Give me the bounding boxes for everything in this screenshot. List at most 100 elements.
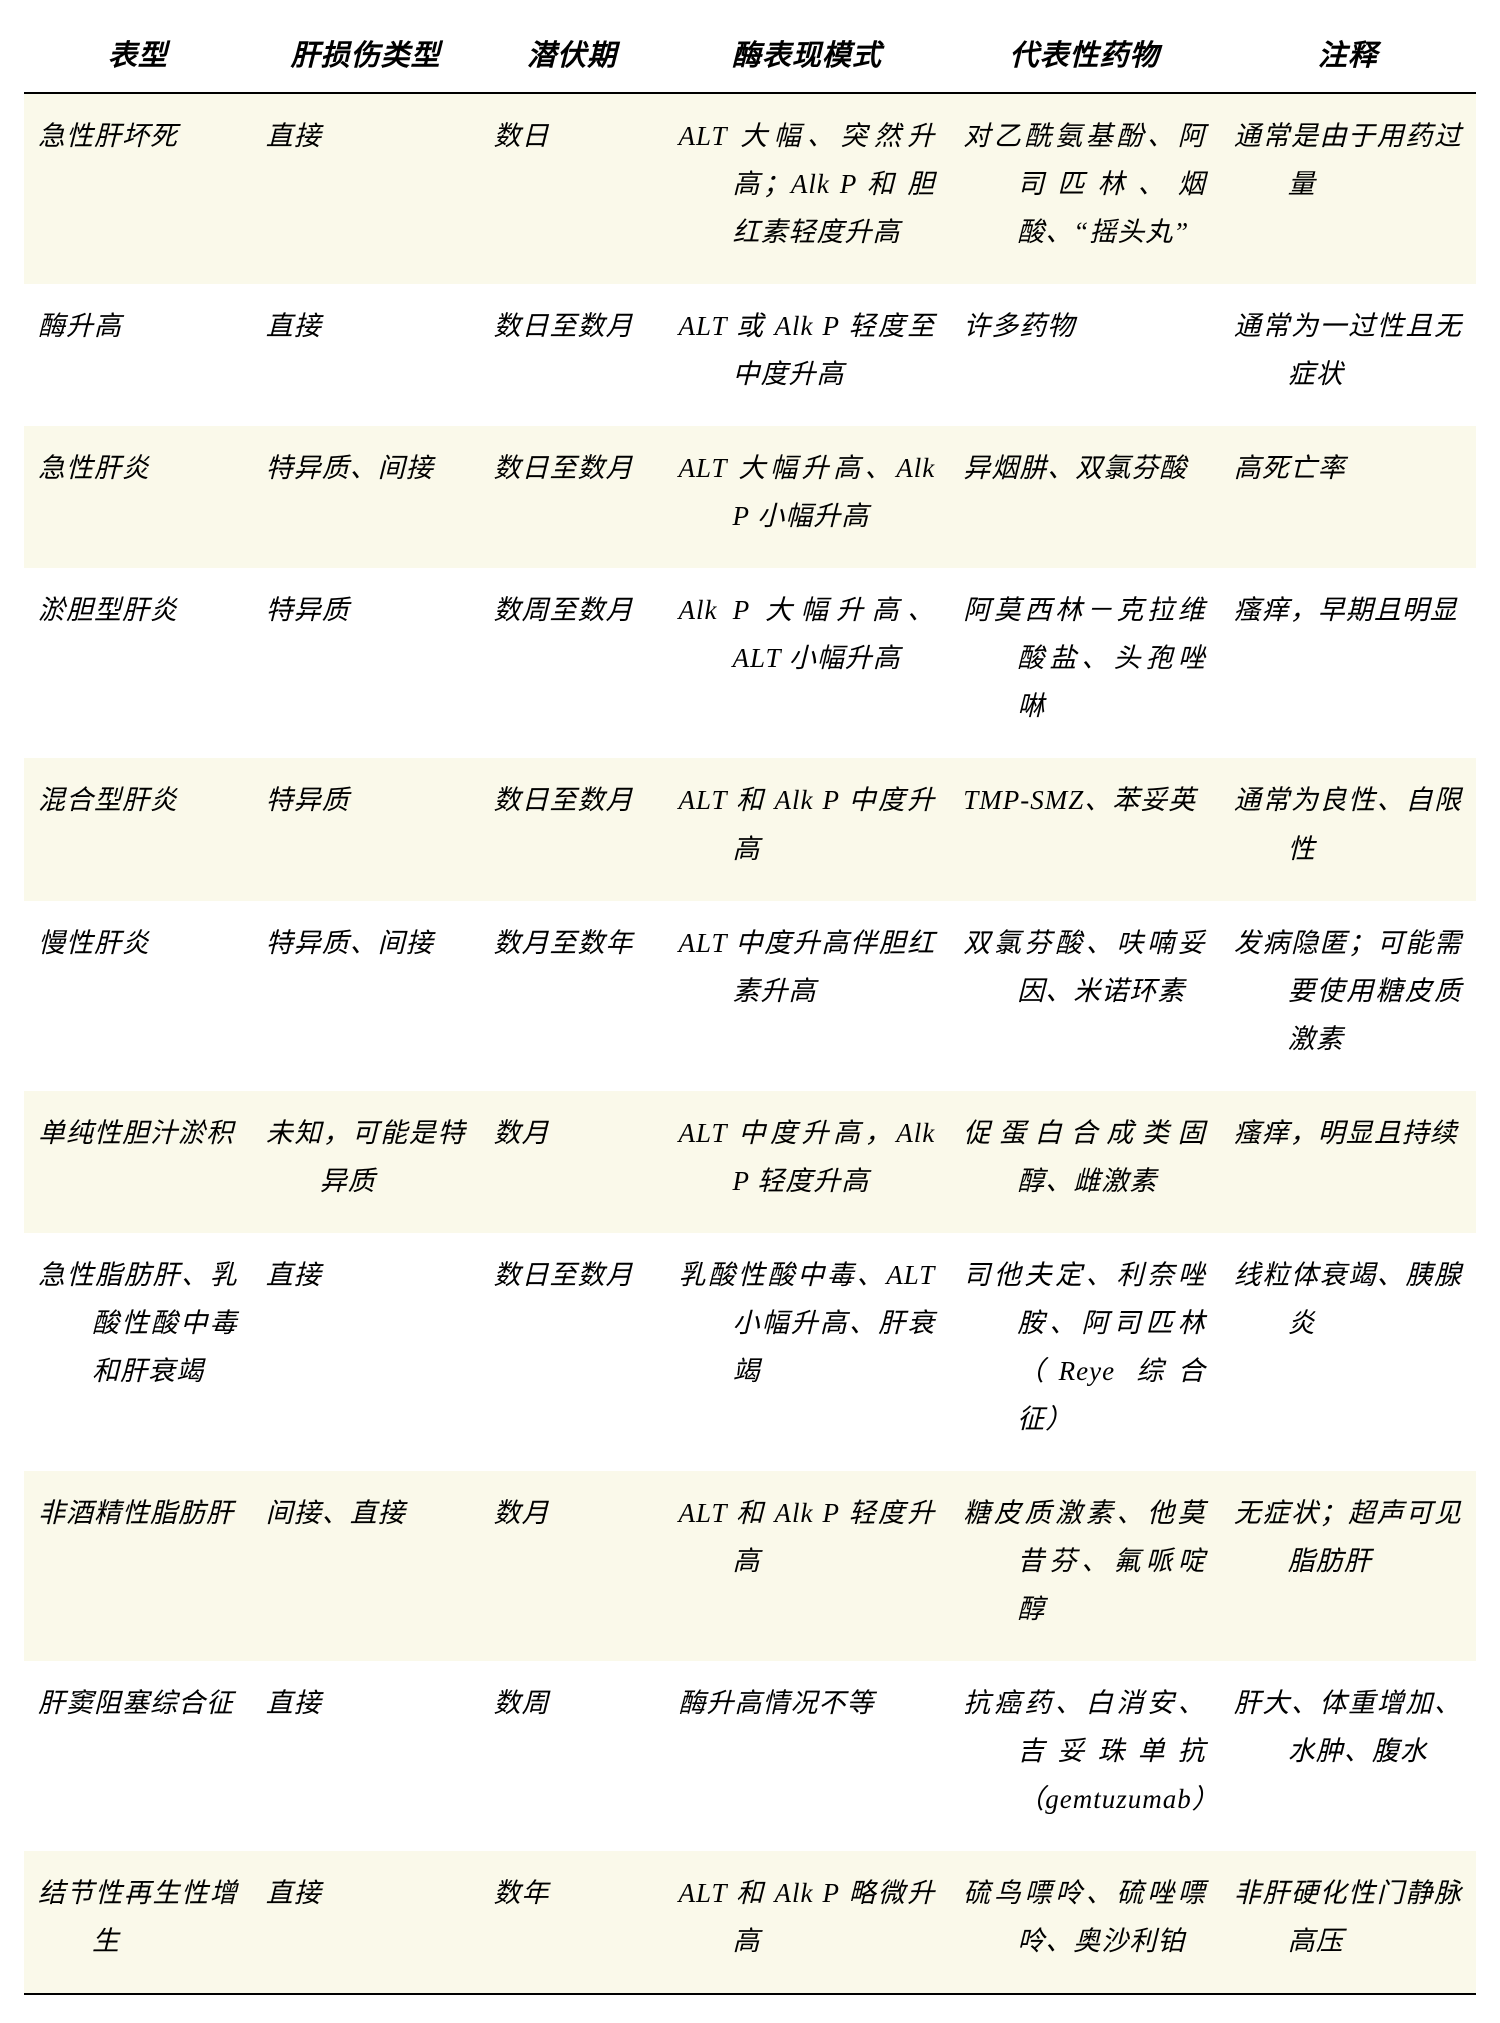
cell-enzyme_pattern: Alk P 大幅升高、ALT 小幅升高 (665, 568, 950, 758)
cell-drugs: 异烟肼、双氯芬酸 (949, 426, 1219, 568)
cell-text: 异烟肼、双氯芬酸 (963, 444, 1205, 492)
cell-text: Alk P 大幅升高、ALT 小幅升高 (679, 586, 936, 682)
cell-drugs: 阿莫西林－克拉维酸盐、头孢唑啉 (949, 568, 1219, 758)
table-row: 酶升高直接数日至数月ALT 或 Alk P 轻度至中度升高许多药物通常为一过性且… (24, 284, 1476, 426)
cell-phenotype: 淤胆型肝炎 (24, 568, 252, 758)
cell-text: 直接 (266, 112, 466, 160)
cell-text: 数年 (494, 1869, 651, 1917)
cell-phenotype: 酶升高 (24, 284, 252, 426)
cell-notes: 瘙痒，早期且明显 (1220, 568, 1476, 758)
cell-enzyme_pattern: ALT 和 Alk P 中度升高 (665, 758, 950, 900)
cell-text: 司他夫定、利奈唑胺、阿司匹林（Reye 综合征） (963, 1251, 1205, 1443)
table-row: 非酒精性脂肪肝间接、直接数月ALT 和 Alk P 轻度升高糖皮质激素、他莫昔芬… (24, 1471, 1476, 1661)
cell-notes: 瘙痒，明显且持续 (1220, 1091, 1476, 1233)
cell-text: 直接 (266, 1251, 466, 1299)
cell-latency: 数日 (480, 93, 665, 284)
cell-text: 通常为一过性且无症状 (1234, 302, 1462, 398)
cell-text: ALT 和 Alk P 中度升高 (679, 776, 936, 872)
cell-latency: 数月 (480, 1091, 665, 1233)
cell-text: 慢性肝炎 (38, 919, 238, 967)
cell-latency: 数日至数月 (480, 758, 665, 900)
cell-text: 急性肝坏死 (38, 112, 238, 160)
table-row: 急性脂肪肝、乳酸性酸中毒和肝衰竭直接数日至数月乳酸性酸中毒、ALT 小幅升高、肝… (24, 1233, 1476, 1471)
cell-text: 乳酸性酸中毒、ALT 小幅升高、肝衰竭 (679, 1251, 936, 1395)
cell-text: 数日至数月 (494, 776, 651, 824)
cell-text: 间接、直接 (266, 1489, 466, 1537)
cell-latency: 数日至数月 (480, 426, 665, 568)
cell-text: 非肝硬化性门静脉高压 (1234, 1869, 1462, 1965)
table-row: 肝窦阻塞综合征直接数周酶升高情况不等抗癌药、白消安、吉妥珠单抗（gemtuzum… (24, 1661, 1476, 1851)
cell-notes: 高死亡率 (1220, 426, 1476, 568)
cell-text: ALT 大幅、突然升高；Alk P 和 胆红素轻度升高 (679, 112, 936, 256)
cell-drugs: 抗癌药、白消安、吉妥珠单抗（gemtuzumab） (949, 1661, 1219, 1851)
cell-notes: 线粒体衰竭、胰腺炎 (1220, 1233, 1476, 1471)
cell-enzyme_pattern: 乳酸性酸中毒、ALT 小幅升高、肝衰竭 (665, 1233, 950, 1471)
cell-phenotype: 慢性肝炎 (24, 901, 252, 1091)
cell-notes: 非肝硬化性门静脉高压 (1220, 1851, 1476, 1994)
cell-enzyme_pattern: ALT 和 Alk P 略微升高 (665, 1851, 950, 1994)
cell-text: 混合型肝炎 (38, 776, 238, 824)
cell-text: ALT 和 Alk P 轻度升高 (679, 1489, 936, 1585)
cell-phenotype: 急性脂肪肝、乳酸性酸中毒和肝衰竭 (24, 1233, 252, 1471)
table-row: 单纯性胆汁淤积未知，可能是特异质数月ALT 中度升高，Alk P 轻度升高促蛋白… (24, 1091, 1476, 1233)
cell-phenotype: 单纯性胆汁淤积 (24, 1091, 252, 1233)
cell-text: 直接 (266, 1679, 466, 1727)
cell-notes: 无症状；超声可见脂肪肝 (1220, 1471, 1476, 1661)
cell-enzyme_pattern: ALT 大幅升高、Alk P 小幅升高 (665, 426, 950, 568)
cell-drugs: 硫鸟嘌呤、硫唑嘌呤、奥沙利铂 (949, 1851, 1219, 1994)
col-header-latency: 潜伏期 (480, 18, 665, 93)
cell-injury_type: 未知，可能是特异质 (252, 1091, 480, 1233)
cell-phenotype: 非酒精性脂肪肝 (24, 1471, 252, 1661)
cell-injury_type: 特异质、间接 (252, 901, 480, 1091)
liver-injury-table: 表型 肝损伤类型 潜伏期 酶表现模式 代表性药物 注释 急性肝坏死直接数日ALT… (24, 18, 1476, 1995)
cell-text: 无症状；超声可见脂肪肝 (1234, 1489, 1462, 1585)
col-header-injury-type: 肝损伤类型 (252, 18, 480, 93)
cell-text: 促蛋白合成类固醇、雌激素 (963, 1109, 1205, 1205)
cell-phenotype: 结节性再生性增生 (24, 1851, 252, 1994)
cell-text: 对乙酰氨基酚、阿司匹林、烟酸、“摇头丸” (963, 112, 1205, 256)
cell-text: ALT 或 Alk P 轻度至中度升高 (679, 302, 936, 398)
cell-injury_type: 直接 (252, 93, 480, 284)
col-header-notes: 注释 (1220, 18, 1476, 93)
cell-notes: 通常为一过性且无症状 (1220, 284, 1476, 426)
cell-enzyme_pattern: ALT 和 Alk P 轻度升高 (665, 1471, 950, 1661)
cell-injury_type: 直接 (252, 284, 480, 426)
cell-text: 数周 (494, 1679, 651, 1727)
cell-drugs: 司他夫定、利奈唑胺、阿司匹林（Reye 综合征） (949, 1233, 1219, 1471)
cell-text: 数月至数年 (494, 919, 651, 967)
cell-text: 双氯芬酸、呋喃妥因、米诺环素 (963, 919, 1205, 1015)
cell-latency: 数月 (480, 1471, 665, 1661)
cell-text: 通常为良性、自限性 (1234, 776, 1462, 872)
cell-latency: 数年 (480, 1851, 665, 1994)
cell-text: 通常是由于用药过量 (1234, 112, 1462, 208)
cell-text: 糖皮质激素、他莫昔芬、氟哌啶醇 (963, 1489, 1205, 1633)
cell-phenotype: 急性肝坏死 (24, 93, 252, 284)
cell-drugs: 双氯芬酸、呋喃妥因、米诺环素 (949, 901, 1219, 1091)
cell-text: 特异质 (266, 776, 466, 824)
cell-drugs: 对乙酰氨基酚、阿司匹林、烟酸、“摇头丸” (949, 93, 1219, 284)
cell-text: 特异质 (266, 586, 466, 634)
cell-text: 瘙痒，早期且明显 (1234, 586, 1462, 634)
cell-text: ALT 和 Alk P 略微升高 (679, 1869, 936, 1965)
cell-injury_type: 特异质、间接 (252, 426, 480, 568)
table-container: 表型 肝损伤类型 潜伏期 酶表现模式 代表性药物 注释 急性肝坏死直接数日ALT… (0, 0, 1500, 2023)
cell-text: 肝窦阻塞综合征 (38, 1679, 238, 1727)
cell-text: 单纯性胆汁淤积 (38, 1109, 238, 1157)
cell-drugs: 糖皮质激素、他莫昔芬、氟哌啶醇 (949, 1471, 1219, 1661)
cell-notes: 肝大、体重增加、水肿、腹水 (1220, 1661, 1476, 1851)
cell-text: 直接 (266, 1869, 466, 1917)
cell-text: TMP-SMZ、苯妥英 (963, 776, 1205, 824)
cell-notes: 通常为良性、自限性 (1220, 758, 1476, 900)
col-header-drugs: 代表性药物 (949, 18, 1219, 93)
cell-text: 数日 (494, 112, 651, 160)
cell-text: 特异质、间接 (266, 444, 466, 492)
cell-text: 硫鸟嘌呤、硫唑嘌呤、奥沙利铂 (963, 1869, 1205, 1965)
cell-injury_type: 直接 (252, 1661, 480, 1851)
cell-injury_type: 特异质 (252, 758, 480, 900)
table-row: 急性肝坏死直接数日 ALT 大幅、突然升高；Alk P 和 胆红素轻度升高对乙酰氨… (24, 93, 1476, 284)
cell-text: 阿莫西林－克拉维酸盐、头孢唑啉 (963, 586, 1205, 730)
cell-text: 数日至数月 (494, 444, 651, 492)
cell-text: 淤胆型肝炎 (38, 586, 238, 634)
cell-text: 急性肝炎 (38, 444, 238, 492)
cell-injury_type: 特异质 (252, 568, 480, 758)
